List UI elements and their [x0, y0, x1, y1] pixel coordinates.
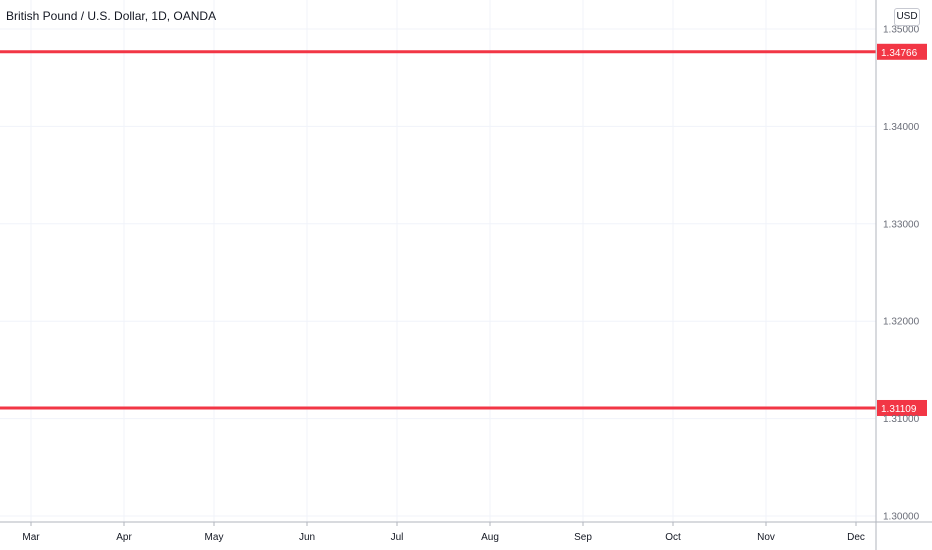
horizontal-levels: 1.416271.398451.347661.311091.374421.377…: [0, 43, 927, 416]
level-price-tag: [877, 43, 927, 60]
x-tick-label: Nov: [757, 532, 775, 543]
level-price-label: 1.34766: [881, 48, 918, 59]
y-tick-label: 1.35000: [883, 25, 920, 36]
x-tick-label: Mar: [22, 532, 40, 543]
chart-title: British Pound / U.S. Dollar, 1D, OANDA: [6, 9, 217, 23]
y-tick-label: 1.33000: [883, 219, 920, 230]
y-tick-label: 1.32000: [883, 317, 920, 328]
price-axis: 1.30000 1.31000 1.32000 1.33000 1.34000 1.350…: [875, 0, 920, 550]
currency-button[interactable]: USD: [894, 8, 920, 26]
x-tick-label: Apr: [116, 532, 132, 543]
x-tick-label: Sep: [574, 532, 592, 543]
y-tick-label: 1.30000: [883, 512, 920, 523]
y-tick-label: 1.34000: [883, 122, 920, 133]
x-tick-label: May: [205, 532, 224, 543]
x-tick-label: Jul: [391, 532, 404, 543]
level-price-tag: [877, 399, 927, 416]
level-price-label: 1.31109: [881, 404, 917, 415]
x-tick-label: Jun: [299, 532, 315, 543]
chart-grid: [0, 0, 876, 522]
x-tick-label: Dec: [847, 532, 865, 543]
y-tick-label: 1.31000: [883, 414, 920, 425]
time-axis: Mar Apr May Jun Jul Aug Sep Oct Nov Dec: [0, 521, 932, 543]
x-tick-label: Oct: [665, 532, 681, 543]
x-tick-label: Aug: [481, 532, 499, 543]
